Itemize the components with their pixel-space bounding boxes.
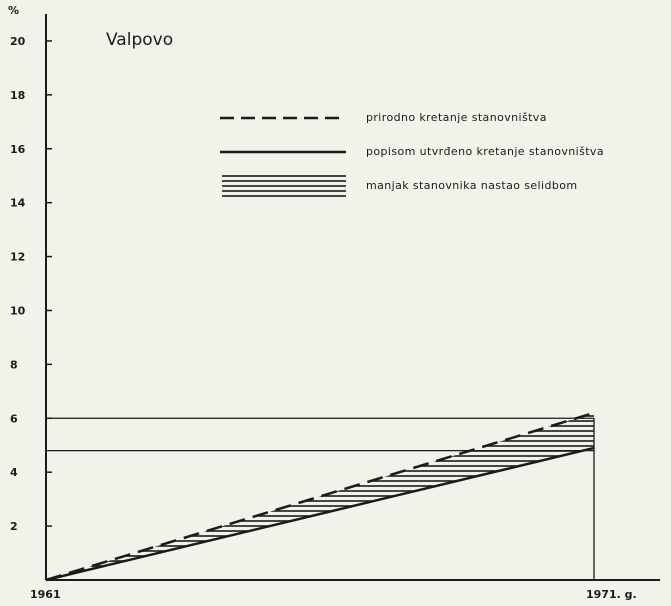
y-tick-label: 6: [10, 412, 18, 425]
chart-title: Valpovo: [106, 30, 173, 50]
x-tick-label: 1971. g.: [586, 588, 637, 601]
y-tick-label: 4: [10, 466, 18, 479]
y-tick-label: 12: [10, 251, 25, 264]
legend-item-natural: prirodno kretanje stanovništva: [220, 111, 547, 124]
legend-swatch-hatch: [222, 175, 346, 198]
legend-label-migration: manjak stanovnika nastao selidbom: [366, 179, 577, 192]
y-tick-label: 2: [10, 520, 18, 533]
y-ticks: 2 4 6 8 10 12 14 16 18 20: [10, 35, 52, 533]
y-tick-label: 14: [10, 197, 26, 210]
legend: prirodno kretanje stanovništva popisom u…: [220, 111, 604, 198]
legend-item-census: popisom utvrđeno kretanje stanovništva: [220, 145, 604, 158]
plot-area: [45, 411, 595, 582]
legend-label-census: popisom utvrđeno kretanje stanovništva: [366, 145, 604, 158]
legend-label-natural: prirodno kretanje stanovništva: [366, 111, 547, 124]
y-axis-label: %: [8, 4, 19, 17]
y-tick-label: 8: [10, 358, 18, 371]
x-tick-label: 1961: [30, 588, 61, 601]
y-tick-label: 16: [10, 143, 26, 156]
x-ticks: 1961 1971. g.: [30, 588, 637, 601]
series-line-census: [45, 446, 595, 582]
y-tick-label: 18: [10, 89, 25, 102]
migration-deficit-area: [46, 412, 594, 580]
y-tick-label: 20: [10, 35, 26, 48]
legend-item-migration: manjak stanovnika nastao selidbom: [222, 175, 577, 198]
y-tick-label: 10: [10, 304, 26, 317]
